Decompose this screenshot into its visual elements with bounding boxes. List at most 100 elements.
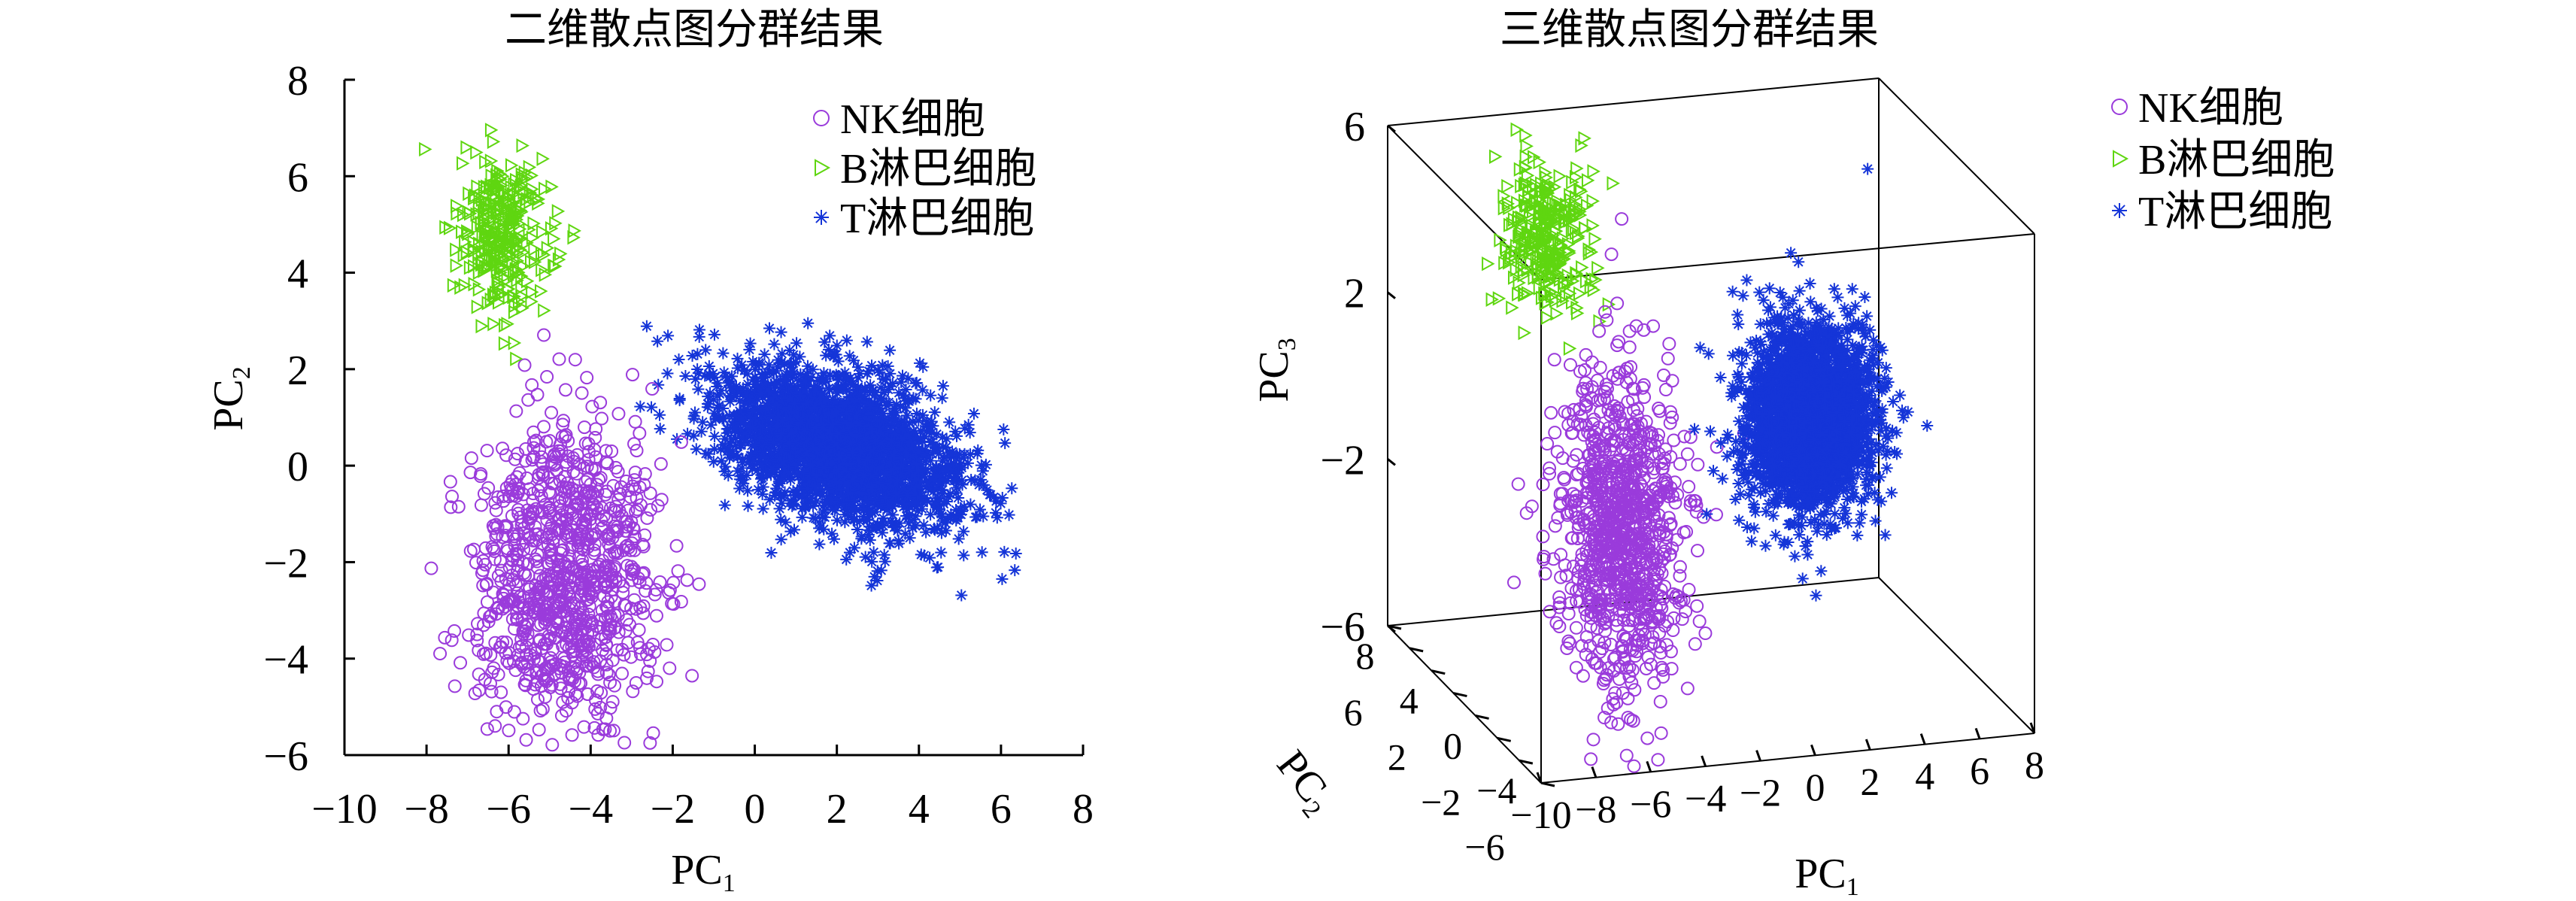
data-point	[887, 521, 900, 534]
data-point	[554, 246, 568, 262]
data-point	[1519, 242, 1533, 257]
data-point	[1492, 291, 1506, 306]
data-point	[903, 395, 915, 408]
data-point	[523, 159, 537, 175]
data-point	[1570, 300, 1584, 316]
data-point	[1539, 254, 1553, 270]
data-point	[624, 560, 639, 574]
data-point	[755, 368, 768, 381]
data-point	[598, 487, 612, 502]
data-point	[1556, 293, 1570, 308]
data-point	[578, 567, 592, 581]
data-point	[1523, 209, 1537, 224]
chart-title-2d: 二维散点图分群结果	[505, 7, 884, 53]
data-point	[895, 375, 908, 388]
data-point	[593, 700, 608, 714]
data-point	[587, 720, 602, 735]
data-point	[820, 349, 833, 362]
data-point	[943, 416, 956, 429]
data-point	[526, 504, 540, 518]
data-point	[516, 300, 529, 316]
data-point	[820, 496, 833, 509]
data-point	[837, 382, 850, 395]
data-point	[487, 544, 502, 558]
data-point	[866, 444, 878, 457]
data-point	[1539, 182, 1552, 198]
data-point	[766, 462, 778, 475]
data-point	[871, 575, 884, 587]
data-point	[645, 401, 658, 414]
data-point	[944, 487, 957, 500]
data-point	[1531, 260, 1545, 276]
data-point	[633, 426, 647, 441]
data-point	[501, 317, 514, 332]
data-point	[615, 666, 630, 681]
data-point	[1568, 208, 1582, 223]
data-point	[1576, 669, 1590, 683]
x-axis-label-2d: PC1	[671, 847, 736, 897]
data-point	[760, 405, 772, 418]
data-point	[439, 220, 453, 235]
data-point	[555, 502, 569, 517]
data-point	[599, 560, 613, 575]
data-point	[549, 599, 563, 613]
data-point	[845, 504, 858, 517]
data-point	[1507, 212, 1522, 227]
data-point	[1655, 660, 1669, 675]
data-point	[518, 568, 532, 582]
data-point	[1579, 394, 1593, 408]
data-point	[831, 370, 844, 383]
data-point	[695, 425, 708, 438]
data-point	[751, 438, 764, 450]
data-point	[571, 619, 585, 633]
data-point	[479, 154, 493, 170]
data-point	[950, 452, 963, 465]
data-point	[967, 408, 980, 420]
data-point	[1560, 641, 1574, 655]
data-point	[1540, 437, 1555, 451]
data-point	[611, 465, 625, 479]
data-point	[702, 390, 715, 403]
data-point	[1582, 242, 1596, 257]
data-point	[1656, 669, 1670, 684]
data-point	[724, 381, 737, 394]
data-point	[515, 268, 529, 284]
data-point	[1509, 248, 1522, 263]
data-point	[871, 565, 884, 578]
data-point	[604, 501, 618, 515]
data-point	[1615, 212, 1629, 226]
data-point	[467, 235, 481, 250]
data-point	[1613, 672, 1627, 686]
data-point	[495, 259, 509, 274]
data-point	[830, 476, 843, 489]
data-point	[1549, 215, 1562, 230]
data-point	[887, 466, 900, 479]
data-point	[863, 534, 876, 547]
points-2d	[419, 123, 1022, 752]
data-point	[594, 501, 608, 515]
data-point	[936, 380, 949, 393]
data-point	[457, 156, 470, 171]
data-point	[800, 417, 812, 430]
data-point	[835, 414, 848, 427]
data-point	[548, 231, 561, 247]
data-point	[852, 454, 865, 466]
data-point	[463, 544, 478, 558]
data-point	[903, 417, 916, 429]
data-point	[542, 501, 556, 515]
data-point	[876, 359, 889, 372]
data-point	[935, 508, 948, 520]
data-point	[617, 736, 632, 750]
data-point	[750, 375, 763, 388]
data-point	[460, 140, 474, 155]
data-point	[542, 485, 556, 499]
data-point	[850, 411, 863, 423]
data-point	[1511, 196, 1525, 211]
data-point	[769, 420, 781, 433]
data-point	[1637, 444, 1652, 459]
data-point	[1597, 711, 1612, 725]
data-point	[912, 464, 925, 477]
data-point	[1518, 325, 1532, 341]
data-point	[599, 529, 614, 543]
